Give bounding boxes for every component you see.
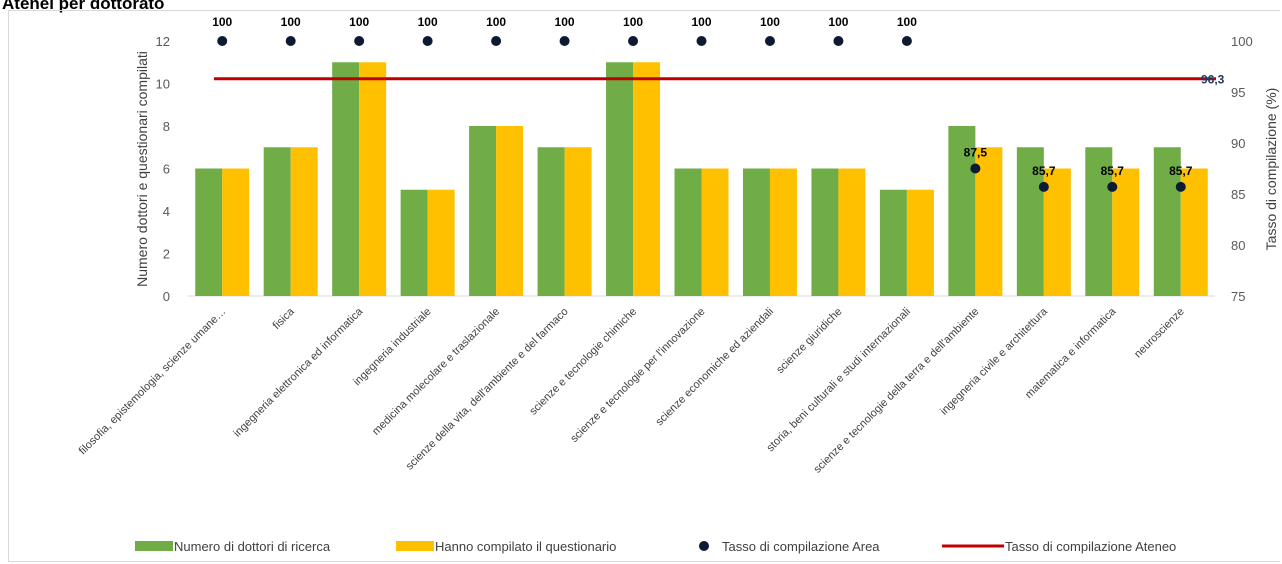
y-right-tick-label: 100 xyxy=(1231,34,1253,49)
y-left-tick-label: 0 xyxy=(163,289,170,304)
area-rate-dot xyxy=(833,36,844,46)
bar-compilato xyxy=(769,168,797,296)
y-right-tick-label: 90 xyxy=(1231,136,1245,151)
legend-label-dottori: Numero di dottori di ricerca xyxy=(174,539,331,554)
area-rate-label: 100 xyxy=(418,15,438,29)
page-title: Atenei per dottorato xyxy=(2,0,165,13)
category-label: filosofia, epistemologia, scienze umane… xyxy=(77,306,229,458)
category-label: scienze e tecnologie per l'innovazione xyxy=(568,306,707,445)
bar-dottori xyxy=(742,168,770,296)
category-label: ingegneria elettronica ed informatica xyxy=(231,305,365,439)
bar-compilato xyxy=(633,62,661,296)
legend-swatch-compilato xyxy=(396,541,434,551)
area-rate-dot xyxy=(1107,181,1118,192)
bar-dottori xyxy=(332,62,360,296)
legend-swatch-area-rate xyxy=(699,541,709,551)
area-rate-label: 100 xyxy=(212,15,232,29)
y-left-tick-label: 6 xyxy=(163,162,170,177)
category-label: ingegneria civile e architettura xyxy=(938,305,1050,417)
area-rate-label: 100 xyxy=(555,15,575,29)
area-rate-dot xyxy=(628,36,639,46)
category-label: ingegneria industriale xyxy=(351,306,433,388)
bar-dottori xyxy=(879,189,907,296)
area-rate-label: 85,7 xyxy=(1169,164,1193,178)
y-right-tick-label: 85 xyxy=(1231,187,1245,202)
y-left-axis-title: Numero dottori e questionari compilati xyxy=(134,51,150,287)
category-label: scienze economiche ed aziendali xyxy=(653,306,776,429)
bar-dottori xyxy=(674,168,702,296)
bar-compilato xyxy=(222,168,250,296)
bar-dottori xyxy=(1016,147,1044,296)
area-rate-dot xyxy=(559,36,570,46)
y-left-tick-label: 2 xyxy=(163,247,170,262)
legend-label-ateneo-rate: Tasso di compilazione Ateneo xyxy=(1005,539,1176,554)
bar-dottori xyxy=(195,168,223,296)
category-label: scienze della vita, dell'ambiente e del … xyxy=(404,306,571,473)
area-rate-label: 100 xyxy=(760,15,780,29)
area-rate-dot xyxy=(491,36,502,46)
bar-compilato xyxy=(701,168,729,296)
bar-dottori xyxy=(811,168,839,296)
area-rate-label: 85,7 xyxy=(1032,164,1056,178)
bar-dottori xyxy=(469,126,497,296)
bar-compilato xyxy=(427,189,455,296)
area-rate-dot xyxy=(1175,181,1186,192)
bar-dottori xyxy=(1085,147,1113,296)
chart-frame xyxy=(8,10,1280,562)
bar-dottori xyxy=(606,62,634,296)
area-rate-dot xyxy=(422,36,433,46)
bar-dottori xyxy=(537,147,565,296)
category-label: scienze giuridiche xyxy=(774,306,844,376)
category-label: neuroscienze xyxy=(1132,306,1187,361)
area-rate-label: 100 xyxy=(281,15,301,29)
y-right-tick-label: 80 xyxy=(1231,238,1245,253)
legend-swatch-dottori xyxy=(135,541,173,551)
y-left-tick-label: 12 xyxy=(156,34,170,49)
area-rate-label: 100 xyxy=(897,15,917,29)
y-left-tick-label: 8 xyxy=(163,119,170,134)
area-rate-dot xyxy=(354,36,365,46)
y-right-tick-label: 95 xyxy=(1231,85,1245,100)
bar-compilato xyxy=(906,189,934,296)
area-rate-dot xyxy=(901,36,912,46)
bar-dottori xyxy=(1153,147,1181,296)
area-rate-label: 100 xyxy=(623,15,643,29)
area-rate-dot xyxy=(1038,181,1049,192)
category-label: medicina molecolare e traslazionale xyxy=(370,306,502,438)
area-rate-label: 87,5 xyxy=(964,146,988,160)
category-label: storia, beni culturali e studi internazi… xyxy=(764,306,913,455)
bar-compilato xyxy=(1112,168,1140,296)
area-rate-label: 100 xyxy=(691,15,711,29)
area-rate-dot xyxy=(696,36,707,46)
bar-dottori xyxy=(400,189,428,296)
bar-compilato xyxy=(975,147,1003,296)
y-right-axis-title: Tasso di compilazione (%) xyxy=(1263,88,1279,251)
bar-dottori xyxy=(948,126,976,296)
area-rate-dot xyxy=(285,36,296,46)
area-rate-label: 100 xyxy=(828,15,848,29)
legend-label-area-rate: Tasso di compilazione Area xyxy=(722,539,880,554)
area-rate-dot xyxy=(970,163,981,174)
bar-compilato xyxy=(838,168,866,296)
bar-compilato xyxy=(496,126,524,296)
category-label: fisica xyxy=(271,305,298,332)
area-rate-dot xyxy=(217,36,228,46)
bar-compilato xyxy=(290,147,318,296)
y-left-tick-label: 4 xyxy=(163,204,170,219)
bar-compilato xyxy=(359,62,387,296)
bar-dottori xyxy=(263,147,291,296)
area-rate-label: 100 xyxy=(486,15,506,29)
bar-compilato xyxy=(564,147,592,296)
area-rate-dot xyxy=(764,36,775,46)
bar-compilato xyxy=(1043,168,1071,296)
y-left-tick-label: 10 xyxy=(156,77,170,92)
legend-label-compilato: Hanno compilato il questionario xyxy=(435,539,616,554)
ateneo-rate-label: 96,3 xyxy=(1201,73,1225,87)
area-rate-label: 100 xyxy=(349,15,369,29)
bar-compilato xyxy=(1180,168,1208,296)
area-rate-label: 85,7 xyxy=(1101,164,1125,178)
y-right-tick-label: 75 xyxy=(1231,289,1245,304)
